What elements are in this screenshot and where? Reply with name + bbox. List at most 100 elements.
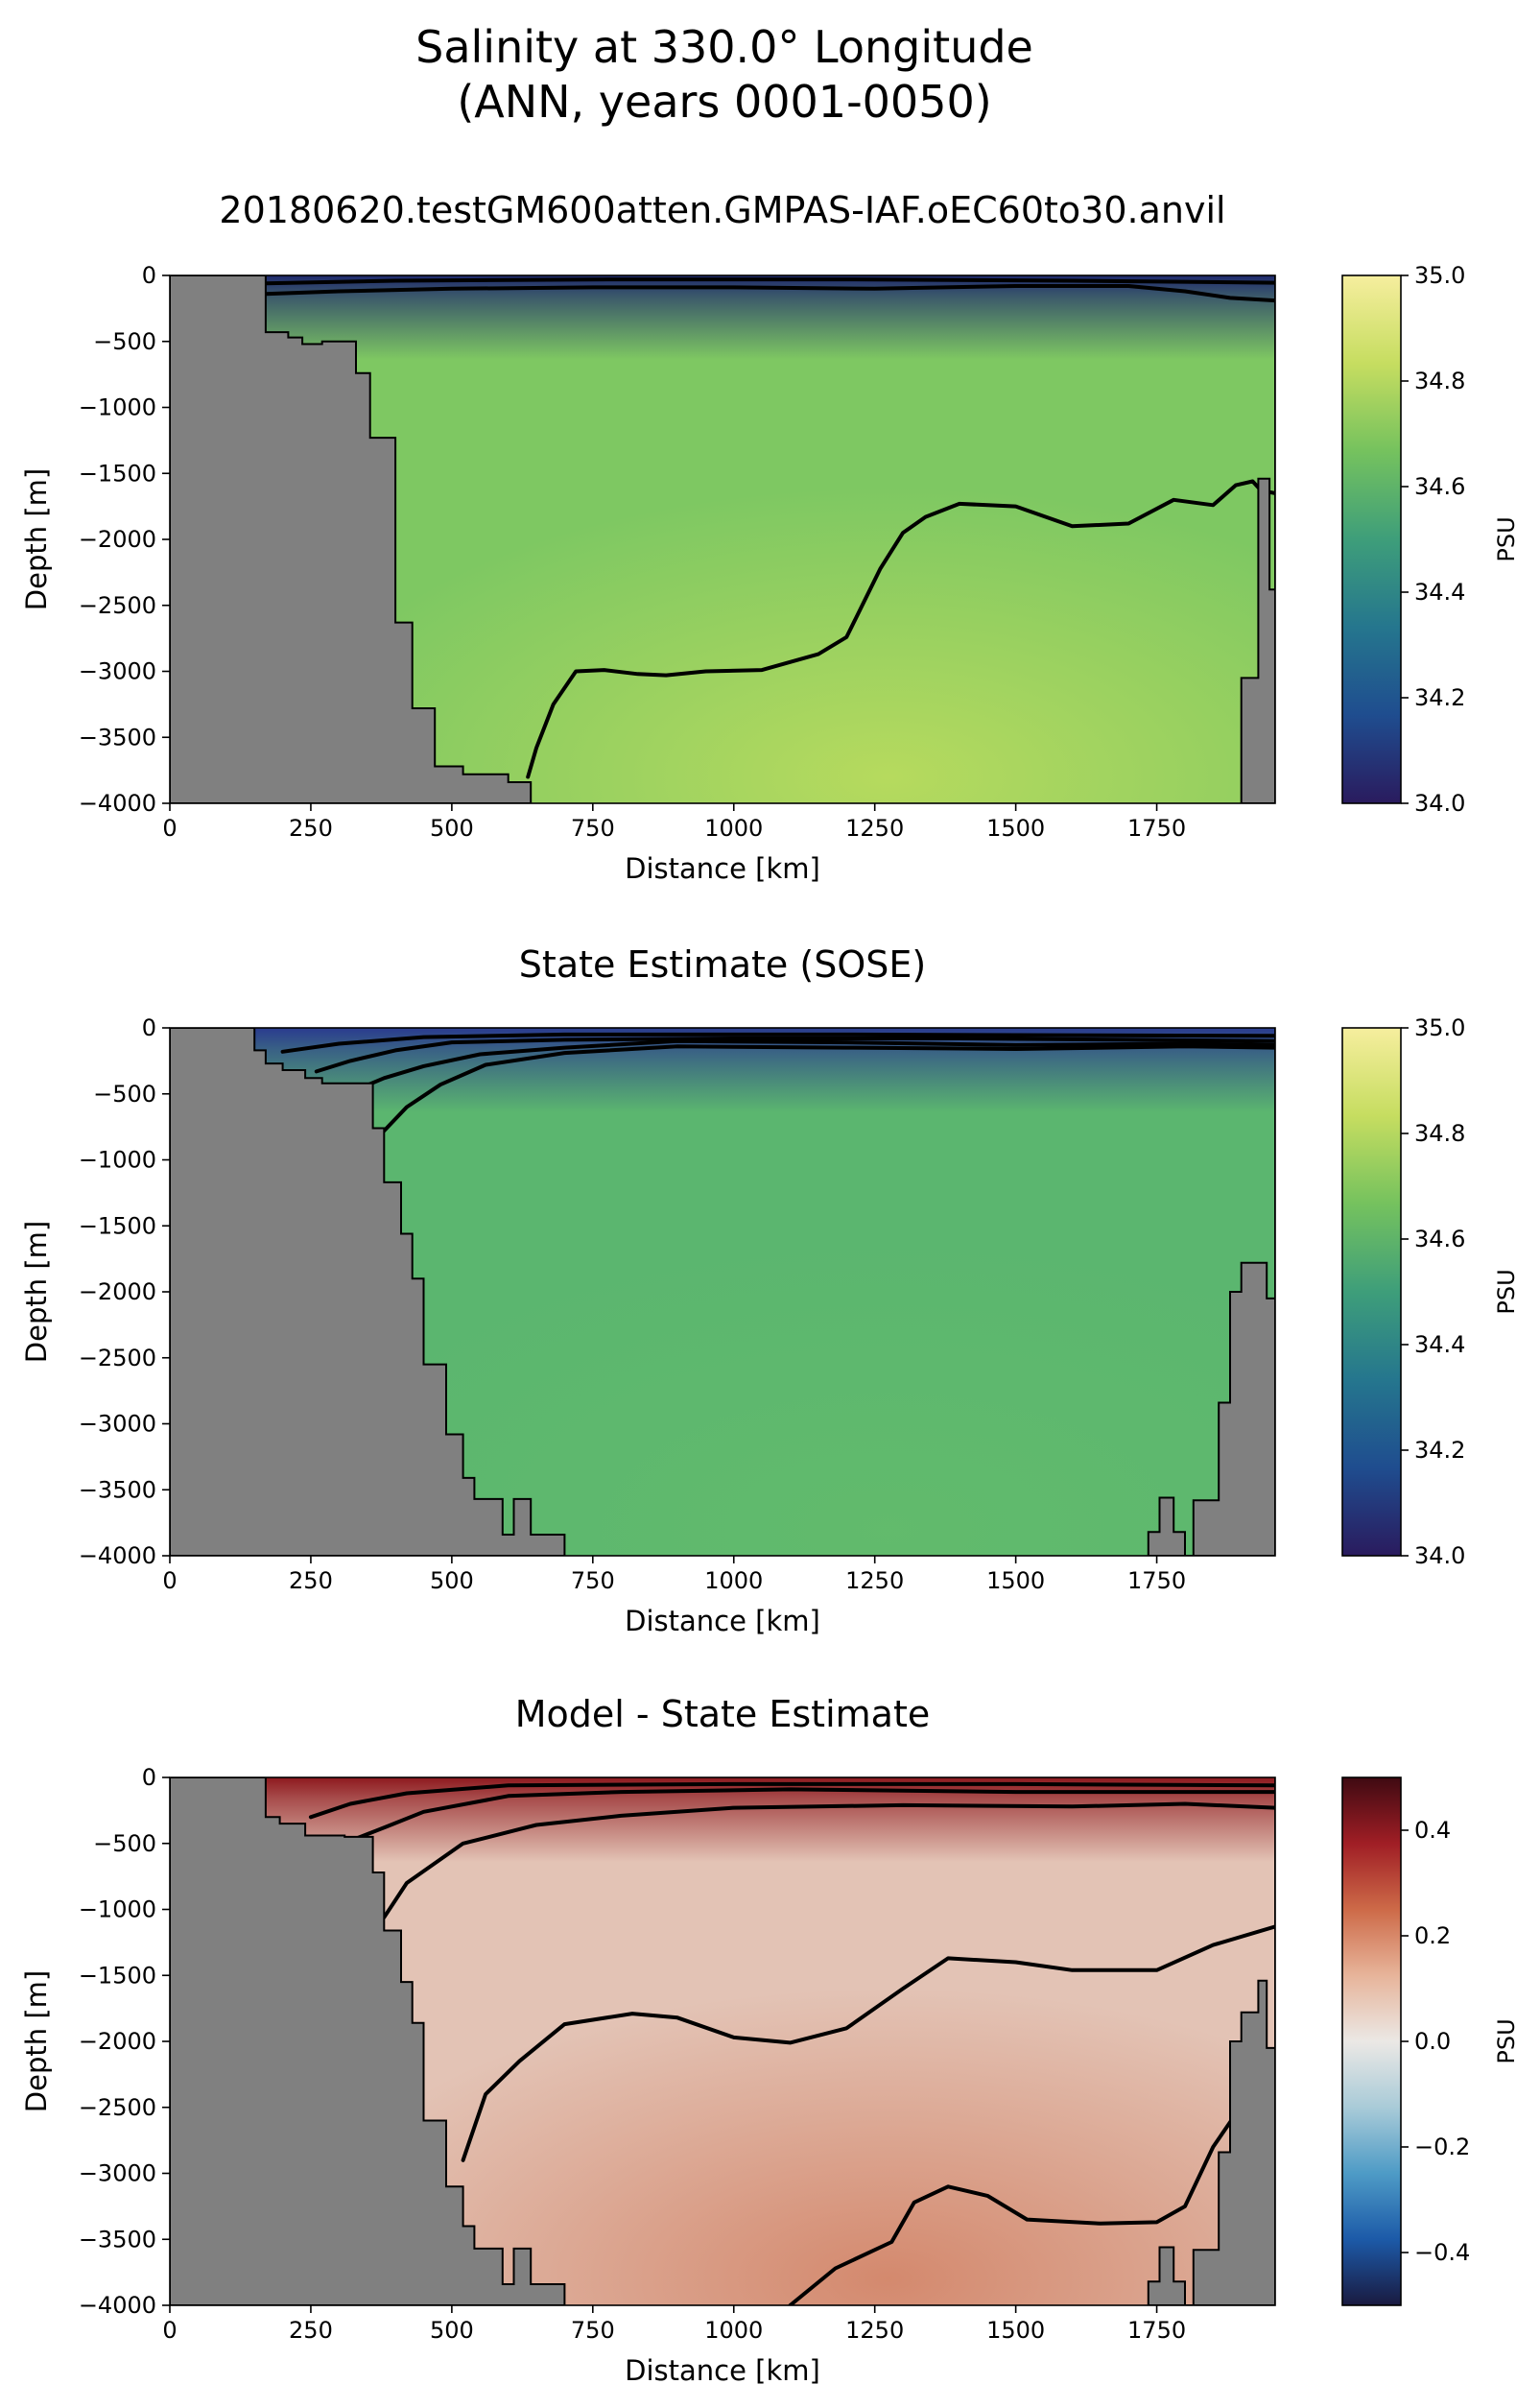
colorbar-tick-label: −0.4 (1414, 2239, 1470, 2266)
panel-title: Model - State Estimate (515, 1693, 930, 1735)
y-tick-label: −2500 (79, 2094, 156, 2121)
x-axis-label: Distance [km] (625, 1605, 820, 1637)
field-area (170, 1028, 1275, 1556)
colorbar-tick-label: 34.6 (1414, 473, 1465, 500)
contour-line-5 (308, 1781, 1275, 1820)
x-tick-label: 250 (289, 815, 333, 842)
colorbar-tick-label: 35.0 (1414, 262, 1465, 289)
contour-line-3 (314, 1037, 1275, 1074)
x-tick-label: 500 (430, 2317, 474, 2344)
bathymetry-left (170, 1777, 566, 2305)
colorbar (1341, 274, 1402, 804)
x-tick-label: 0 (162, 815, 177, 842)
colorbar-tick-label: 34.4 (1414, 1331, 1465, 1358)
x-tick-label: 250 (289, 1567, 333, 1594)
x-tick-label: 1000 (704, 2317, 763, 2344)
panel-title: State Estimate (SOSE) (519, 943, 926, 986)
x-axis-label: Distance [km] (625, 852, 820, 885)
y-tick-label: −2000 (79, 1278, 156, 1305)
figure-title-line2: (ANN, years 0001-0050) (457, 76, 991, 128)
colorbar-tick-label: 0.2 (1414, 1922, 1451, 1949)
contour-line-4 (348, 1787, 1275, 1843)
x-tick-label: 750 (571, 1567, 615, 1594)
x-tick-label: 500 (430, 815, 474, 842)
y-tick-label: 0 (142, 262, 156, 289)
y-tick-label: −3500 (79, 2226, 156, 2253)
x-tick-label: 250 (289, 2317, 333, 2344)
colorbar-label: PSU (1493, 1269, 1520, 1314)
colorbar-tick-label: 35.0 (1414, 1014, 1465, 1041)
y-tick-label: −1000 (79, 394, 156, 421)
y-tick-label: −1000 (79, 1147, 156, 1174)
contour-line-2 (263, 277, 1275, 286)
y-axis-label: Depth [m] (20, 1221, 53, 1363)
y-tick-label: −3500 (79, 724, 156, 751)
x-tick-label: 1750 (1127, 815, 1186, 842)
y-tick-label: −2000 (79, 2028, 156, 2055)
contour-line-1 (382, 1044, 1275, 1133)
colorbar-tick-label: 34.8 (1414, 1120, 1465, 1147)
colorbar-tick-label: 34.6 (1414, 1226, 1465, 1252)
colorbar-tick-label: 34.0 (1414, 790, 1465, 817)
x-tick-label: 750 (571, 815, 615, 842)
y-tick-label: −4000 (79, 790, 156, 817)
x-tick-label: 1750 (1127, 2317, 1186, 2344)
x-tick-label: 500 (430, 1567, 474, 1594)
colorbar-tick-label: −0.2 (1414, 2134, 1470, 2160)
colorbar-tick-label: 34.2 (1414, 1437, 1465, 1464)
contour-line-2 (354, 1038, 1275, 1092)
colorbar-tick-label: 0.0 (1414, 2028, 1451, 2055)
y-tick-label: −4000 (79, 1542, 156, 1569)
y-tick-label: −1500 (79, 460, 156, 487)
bathymetry-left (170, 275, 533, 803)
y-tick-label: 0 (142, 1764, 156, 1791)
y-tick-label: −3000 (79, 2160, 156, 2187)
colorbar-tick-label: 34.2 (1414, 684, 1465, 711)
bathymetry-right (1147, 1028, 1275, 1556)
y-tick-label: −500 (93, 1830, 156, 1857)
y-tick-label: −4000 (79, 2292, 156, 2319)
bathymetry-right (1147, 1777, 1275, 2305)
contour-line-3 (526, 479, 1275, 779)
x-tick-label: 1250 (845, 815, 904, 842)
x-tick-label: 1500 (986, 815, 1045, 842)
y-tick-label: −3000 (79, 1411, 156, 1438)
panels: 20180620.testGM600atten.GMPAS-IAF.oEC60t… (20, 189, 1520, 2387)
x-tick-label: 0 (162, 2317, 177, 2344)
y-tick-label: −1000 (79, 1896, 156, 1923)
y-tick-label: −500 (93, 1081, 156, 1108)
y-axis-label: Depth [m] (20, 1970, 53, 2112)
colorbar-label: PSU (1493, 2018, 1520, 2063)
x-tick-label: 1250 (845, 1567, 904, 1594)
y-tick-label: −1500 (79, 1212, 156, 1239)
colorbar-tick-label: 34.0 (1414, 1542, 1465, 1569)
contour-line-1 (263, 284, 1275, 303)
colorbar-label: PSU (1493, 516, 1520, 561)
x-axis-label: Distance [km] (625, 2354, 820, 2387)
x-tick-label: 1250 (845, 2317, 904, 2344)
x-tick-label: 0 (162, 1567, 177, 1594)
panel-1: 20180620.testGM600atten.GMPAS-IAF.oEC60t… (20, 189, 1520, 885)
colorbar (1341, 1776, 1402, 2306)
bathymetry-left (170, 1028, 566, 1556)
panel-3: Model - State Estimate 0 250 500 750 1000 1250… (20, 1693, 1520, 2387)
x-tick-label: 1500 (986, 1567, 1045, 1594)
field-area (170, 275, 1275, 803)
x-tick-label: 1750 (1127, 1567, 1186, 1594)
bathymetry-right (1240, 275, 1275, 803)
colorbar (1341, 1027, 1402, 1557)
y-tick-label: −3500 (79, 1476, 156, 1503)
figure-title-line1: Salinity at 330.0° Longitude (415, 21, 1033, 73)
y-tick-label: −2000 (79, 526, 156, 553)
y-axis-label: Depth [m] (20, 468, 53, 610)
field-area (170, 1777, 1275, 2305)
contour-line-1 (788, 2111, 1238, 2305)
colorbar-tick-label: 34.4 (1414, 579, 1465, 606)
y-tick-label: −2500 (79, 592, 156, 619)
contour-line-3 (382, 1801, 1275, 1919)
y-tick-label: −3000 (79, 658, 156, 685)
x-tick-label: 750 (571, 2317, 615, 2344)
contour-line-2 (461, 1924, 1275, 2162)
panel-title: 20180620.testGM600atten.GMPAS-IAF.oEC60t… (219, 189, 1225, 231)
